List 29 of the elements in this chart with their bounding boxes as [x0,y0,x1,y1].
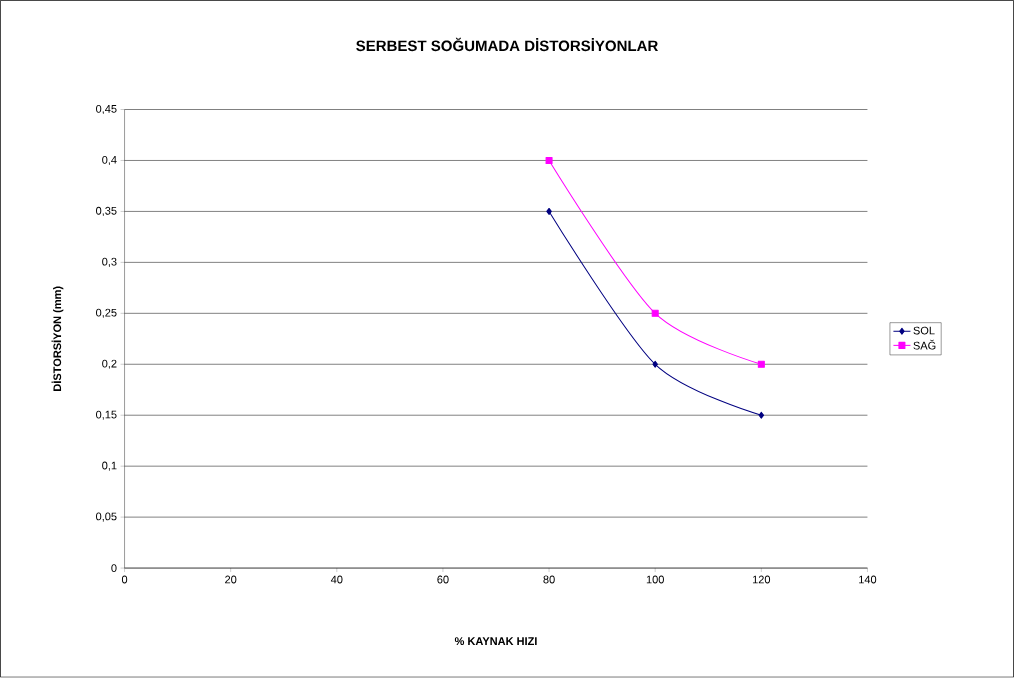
y-axis-title: DİSTORSİYON (mm) [51,286,64,392]
y-tick-label: 0,1 [102,461,117,471]
y-tick-label: 0,2 [102,359,117,370]
x-axis-title: % KAYNAK HIZI [454,637,537,646]
legend-label: SAĞ [913,340,936,350]
y-tick-label: 0,3 [102,258,117,268]
y-tick-label: 0,25 [96,308,117,319]
x-tick-label: 0 [121,575,128,584]
x-tick-label: 80 [543,575,555,584]
y-tick-label: 0,05 [96,512,117,522]
legend-label: SOL [913,326,935,335]
point [757,360,765,368]
point [758,411,765,419]
point [546,208,552,216]
y-tick-label: 0,45 [96,105,117,115]
x-tick-label: 120 [752,575,771,584]
chart-title: SERBEST SOĞUMADA DİSTORSİYONLAR [356,37,659,52]
x-tick-label: 20 [225,575,237,584]
point [652,360,658,368]
y-tick-label: 0,4 [102,156,117,166]
y-tick-label: 0,15 [96,410,117,420]
x-tick-label: 40 [330,575,343,584]
y-tick-label: 0,35 [96,207,117,217]
point [651,310,659,318]
x-tick-label: 140 [859,575,877,584]
x-tick-label: 100 [646,575,664,584]
x-tick-label: 60 [437,575,449,584]
y-tick-label: 0 [111,564,117,573]
point [545,157,553,165]
